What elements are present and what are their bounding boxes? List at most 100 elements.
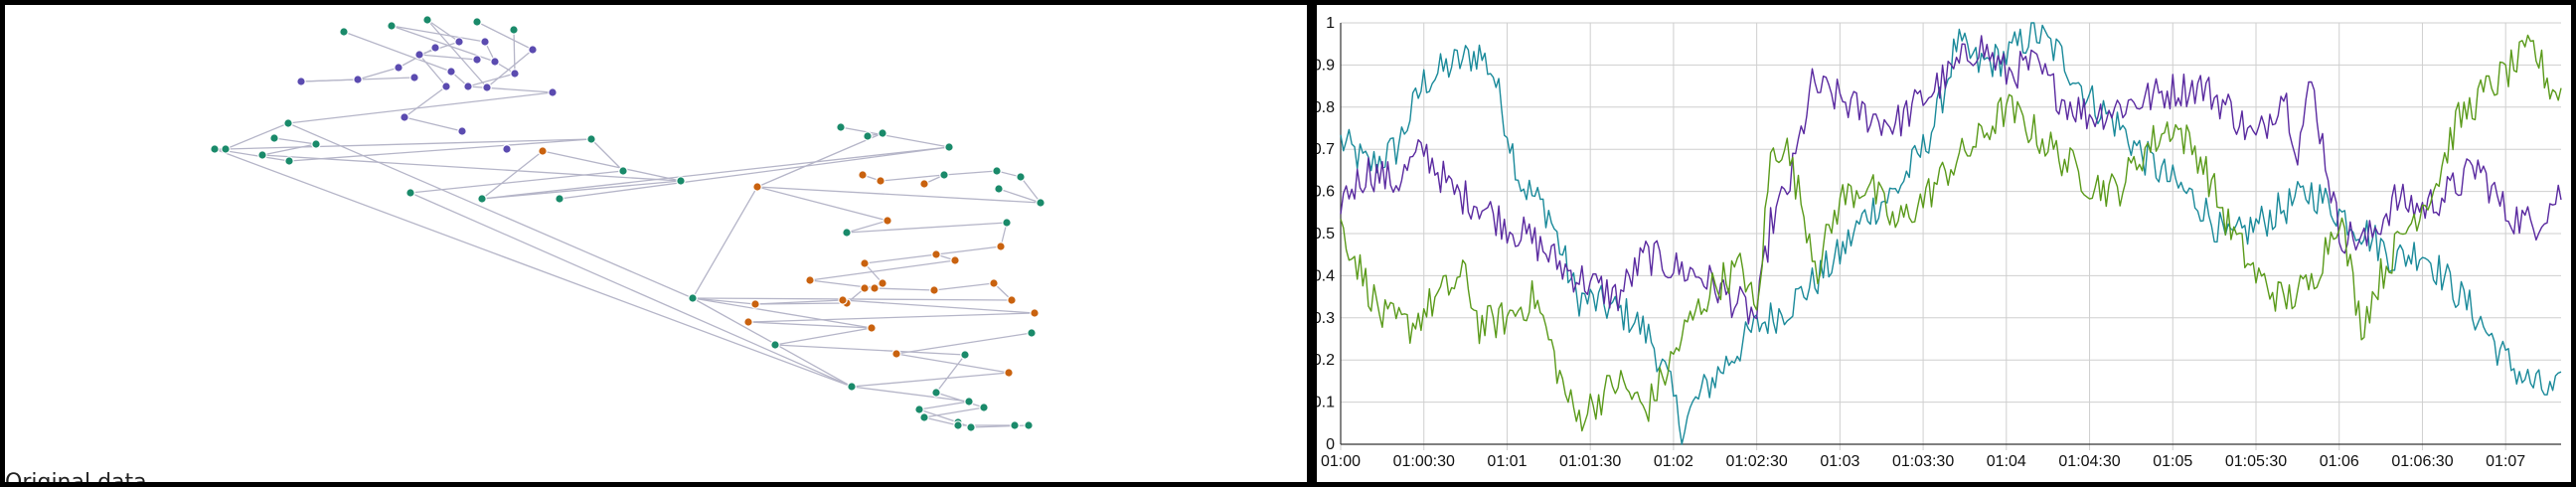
x-tick-label: 01:03:30 [1892, 453, 1954, 470]
x-tick-label: 01:00 [1321, 453, 1361, 470]
graph-link [403, 116, 463, 132]
graph-node-orange [1030, 308, 1040, 318]
x-tick-label: 01:06 [2320, 453, 2359, 470]
graph-node-purple [510, 69, 520, 79]
graph-node-orange [1004, 368, 1014, 378]
graph-link [542, 150, 682, 182]
graph-link [923, 416, 959, 426]
graph-link [756, 132, 884, 188]
graph-node-green [509, 25, 519, 35]
graph-node-green [405, 188, 415, 198]
x-tick-label: 01:05 [2153, 453, 2192, 470]
graph-node-purple [400, 112, 409, 122]
graph-node-purple [502, 144, 512, 154]
graph-link [287, 91, 554, 124]
x-tick-label: 01:02 [1654, 453, 1693, 470]
graph-link [842, 299, 1036, 314]
graph-link [391, 25, 486, 43]
graph-node-purple [472, 55, 482, 65]
graph-node-green [688, 293, 698, 303]
graph-node-green [1027, 328, 1037, 338]
y-tick-label: 0.2 [1317, 352, 1335, 369]
graph-link [747, 321, 873, 329]
graph-node-orange [750, 299, 760, 309]
graph-link [513, 29, 516, 75]
graph-node-purple [454, 37, 464, 47]
graph-node-purple [480, 37, 490, 47]
x-tick-label: 01:00:30 [1393, 453, 1455, 470]
graph-node-green [210, 144, 220, 154]
graph-link [486, 49, 534, 88]
graph-node-green [878, 128, 887, 138]
graph-node-green [257, 150, 267, 160]
panel-caption: Original data [5, 470, 147, 487]
graph-link [851, 372, 1010, 388]
graph-link [747, 312, 1036, 323]
x-tick-label: 01:01 [1487, 453, 1527, 470]
graph-node-orange [743, 317, 753, 327]
graph-node-orange [950, 255, 960, 265]
graph-node-green [931, 388, 941, 398]
graph-link [754, 299, 844, 305]
graph-link [225, 138, 592, 150]
timeseries-panel: 0 0.1 0.2 0.3 0.4 0.5 0.6 0.7 0.8 0.9 1 01:00 01:00:… [1312, 0, 2576, 487]
graph-node-green [939, 170, 949, 180]
graph-node-orange [805, 275, 815, 285]
graph-node-green [836, 122, 846, 132]
series-line-2 [1340, 35, 2562, 325]
graph-link [846, 222, 1008, 234]
graph-node-purple [441, 81, 451, 91]
graph-node-green [422, 15, 432, 25]
graph-link [692, 186, 758, 299]
series-line-1 [1340, 22, 2562, 445]
graph-node-purple [457, 126, 467, 136]
graph-link [225, 122, 289, 150]
graph-link [467, 73, 516, 87]
graph-node-purple [490, 57, 500, 67]
line-chart: 0 0.1 0.2 0.3 0.4 0.5 0.6 0.7 0.8 0.9 1 01:00 01:00:… [1317, 15, 2562, 470]
graph-node-orange [929, 285, 939, 295]
graph-node-purple [394, 63, 403, 73]
graph-node-purple [463, 81, 473, 91]
graph-link [692, 297, 1013, 301]
graph-link [287, 122, 694, 299]
graph-node-green [770, 340, 780, 350]
graph-link [590, 138, 624, 172]
graph-node-green [283, 118, 293, 128]
graph-node-green [1024, 420, 1034, 430]
graph-link [409, 170, 624, 194]
graph-node-green [863, 131, 873, 141]
graph-link [481, 146, 950, 200]
graph-link [809, 259, 956, 281]
graph-node-orange [919, 179, 929, 189]
graph-link [756, 186, 888, 222]
graph-link [774, 327, 873, 346]
graph-panel: Original data [0, 0, 1312, 487]
graph-node-orange [858, 170, 868, 180]
y-tick-label: 0.6 [1317, 184, 1335, 201]
graph-node-green [979, 403, 989, 412]
graph-link [288, 138, 592, 162]
y-tick-label: 1 [1326, 15, 1335, 32]
graph-link [918, 408, 959, 423]
graph-link [261, 143, 317, 156]
graph-node-green [472, 17, 482, 27]
graph-node-green [555, 194, 564, 204]
graph-node-orange [860, 258, 870, 268]
graph-node-green [847, 382, 857, 392]
graph-node-purple [296, 77, 306, 86]
graph-node-purple [548, 87, 558, 97]
graph-node-orange [878, 278, 887, 288]
graph-node-purple [528, 45, 538, 55]
graph-node-green [944, 142, 954, 152]
graph-link [895, 332, 1033, 355]
graph-node-green [1010, 420, 1020, 430]
graph-node-green [1016, 172, 1026, 182]
y-tick-label: 0.3 [1317, 310, 1335, 327]
graph-link [418, 54, 447, 87]
graph-link [774, 344, 966, 356]
graph-link [935, 392, 985, 408]
graph-node-orange [752, 182, 762, 192]
graph-node-green [311, 139, 321, 149]
graph-node-purple [446, 67, 456, 77]
